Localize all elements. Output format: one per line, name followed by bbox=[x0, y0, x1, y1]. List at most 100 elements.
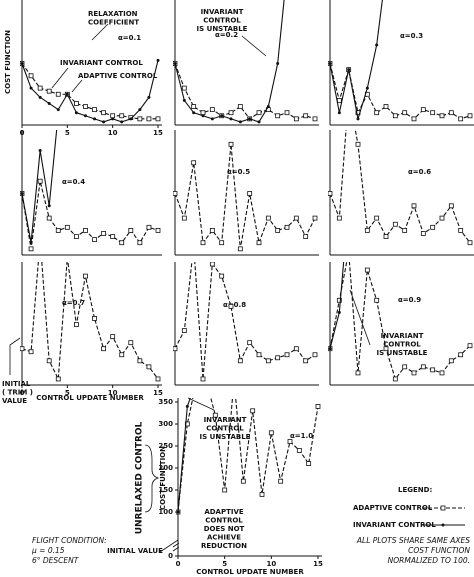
adaptive-line bbox=[174, 144, 316, 249]
invariant-point bbox=[57, 112, 60, 115]
annotation: INITIAL bbox=[2, 380, 31, 388]
adaptive-point bbox=[191, 160, 197, 166]
x-tick-label: 10 bbox=[266, 560, 276, 568]
x-tick-label: 10 bbox=[108, 389, 118, 397]
adaptive-point bbox=[228, 110, 234, 116]
invariant-point bbox=[147, 95, 151, 99]
adaptive-point bbox=[37, 85, 43, 91]
adaptive-point bbox=[92, 107, 97, 113]
relaxation-label: α=0.5 bbox=[227, 168, 250, 176]
adaptive-point bbox=[209, 107, 215, 113]
adaptive-point bbox=[155, 376, 161, 382]
legend-label: INVARIANT CONTROL bbox=[353, 521, 436, 529]
adaptive-point bbox=[181, 85, 187, 91]
adaptive-point bbox=[209, 262, 215, 267]
adaptive-line bbox=[177, 398, 319, 513]
invariant-point bbox=[38, 148, 42, 152]
adaptive-point bbox=[181, 215, 187, 221]
annotation: COEFFICIENT bbox=[88, 19, 139, 27]
plot-area bbox=[20, 112, 161, 252]
annotation: INVARIANT CONTROL bbox=[60, 59, 143, 67]
adaptive-point bbox=[303, 358, 309, 364]
adaptive-point bbox=[237, 104, 243, 109]
annotation: CONTROL bbox=[383, 341, 421, 349]
invariant-line bbox=[21, 60, 159, 123]
relaxation-label: α=0.6 bbox=[408, 168, 431, 176]
adaptive-point bbox=[222, 487, 228, 493]
adaptive-point bbox=[247, 340, 253, 346]
adaptive-point bbox=[312, 215, 318, 221]
invariant-point bbox=[120, 120, 124, 124]
relaxation-label: α=0.7 bbox=[62, 299, 85, 307]
adaptive-point bbox=[110, 113, 116, 119]
adaptive-point bbox=[119, 240, 125, 246]
adaptive-point bbox=[146, 224, 152, 230]
y-tick-label: 350 bbox=[158, 398, 173, 406]
legend-label: ADAPTIVE CONTROL bbox=[353, 504, 433, 512]
adaptive-point bbox=[303, 113, 309, 119]
x-tick-label: 10 bbox=[108, 129, 118, 137]
x-axis-label: CONTROL UPDATE NUMBER bbox=[36, 394, 144, 402]
invariant-point bbox=[156, 58, 160, 62]
invariant-point bbox=[276, 62, 280, 65]
invariant-point bbox=[375, 43, 379, 47]
adaptive-point bbox=[284, 110, 290, 116]
adaptive-point bbox=[228, 141, 234, 147]
adaptive-point bbox=[374, 215, 380, 221]
adaptive-point bbox=[74, 234, 79, 239]
arrows bbox=[9, 23, 371, 553]
invariant-point bbox=[347, 202, 350, 205]
adaptive-point bbox=[83, 104, 88, 109]
annotation: ACHIEVE bbox=[207, 534, 241, 542]
flight-condition: FLIGHT CONDITION: bbox=[32, 536, 107, 545]
adaptive-point bbox=[146, 364, 152, 370]
flight-condition: 6° DESCENT bbox=[32, 556, 80, 565]
adaptive-point bbox=[312, 352, 318, 358]
adaptive-point bbox=[402, 364, 408, 370]
adaptive-point bbox=[137, 116, 143, 122]
adaptive-point bbox=[46, 358, 52, 364]
adaptive-point bbox=[28, 349, 34, 355]
x-tick-label: 0 bbox=[176, 560, 181, 568]
annotation: DOES NOT bbox=[204, 525, 245, 533]
adaptive-point bbox=[192, 244, 196, 248]
adaptive-line bbox=[174, 63, 316, 120]
panel: α=0.4 bbox=[20, 112, 162, 256]
panel: α=0.5 bbox=[173, 130, 319, 256]
adaptive-point bbox=[146, 116, 152, 122]
panel: 0 5 10 15 α=0.7 bbox=[20, 238, 163, 397]
adaptive-point bbox=[336, 98, 342, 103]
adaptive-point bbox=[209, 227, 215, 233]
y-axis-label: COST FUNCTION bbox=[4, 30, 12, 94]
annotation: INVARIANT bbox=[381, 332, 424, 340]
adaptive-point bbox=[355, 141, 361, 147]
adaptive-point bbox=[306, 461, 312, 467]
panel: α=0.9 bbox=[328, 202, 474, 386]
adaptive-point bbox=[232, 378, 236, 382]
adaptive-line bbox=[174, 262, 316, 379]
adaptive-point bbox=[65, 256, 69, 260]
adaptive-point bbox=[439, 113, 445, 119]
plot-area bbox=[328, 0, 473, 122]
annotation: INVARIANT bbox=[201, 8, 244, 16]
adaptive-point bbox=[411, 370, 417, 376]
invariant-point bbox=[29, 86, 33, 90]
adaptive-point bbox=[467, 240, 473, 246]
invariant-point bbox=[248, 117, 252, 121]
invariant-point bbox=[356, 117, 360, 121]
adaptive-point bbox=[383, 104, 389, 109]
invariant-point bbox=[347, 68, 351, 72]
adaptive-point bbox=[256, 352, 262, 358]
relaxation-label: α=0.4 bbox=[62, 178, 85, 186]
adaptive-point bbox=[55, 227, 61, 233]
x-tick-label: 0 bbox=[20, 389, 25, 397]
adaptive-point bbox=[448, 358, 454, 364]
plot-area bbox=[20, 238, 161, 382]
x-tick-label: 5 bbox=[65, 129, 70, 137]
x-axis-label: CONTROL UPDATE NUMBER bbox=[196, 568, 304, 576]
invariant-point bbox=[182, 98, 186, 102]
unrelaxed-label: UNRELAXED CONTROL bbox=[135, 421, 145, 534]
adaptive-point bbox=[173, 346, 178, 352]
adaptive-point bbox=[383, 346, 389, 352]
adaptive-point bbox=[38, 238, 42, 242]
